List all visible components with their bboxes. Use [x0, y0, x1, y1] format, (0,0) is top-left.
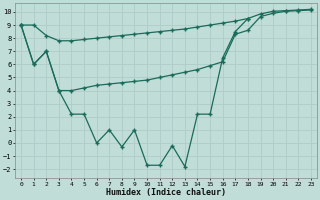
- X-axis label: Humidex (Indice chaleur): Humidex (Indice chaleur): [106, 188, 226, 197]
